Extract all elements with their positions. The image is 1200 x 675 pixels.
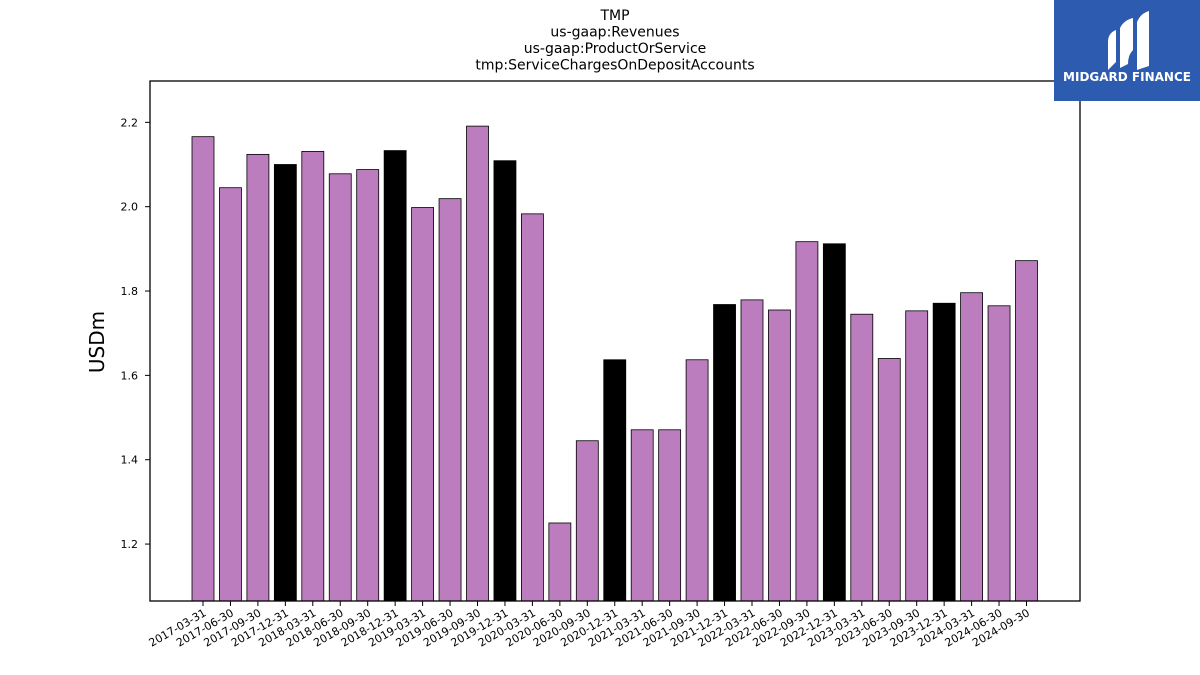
bar [740,299,764,602]
logo-text: MIDGARD FINANCE [1063,70,1191,84]
y-tick-label: 1.6 [121,369,139,382]
y-axis-label: USDm [85,311,109,373]
bar [438,198,462,602]
bar [877,358,901,602]
bar [603,359,627,602]
bar [301,151,325,602]
midgard-logo-icon [1108,11,1149,70]
bar [356,169,380,602]
bar [548,522,572,602]
bar [822,243,846,602]
title-line: tmp:ServiceChargesOnDepositAccounts [475,58,754,74]
bar [960,292,983,602]
bar [795,241,819,602]
bar [850,313,874,602]
y-tick-label: 2.2 [121,116,139,129]
bar [575,440,599,602]
bar [521,213,544,602]
bar [713,304,736,602]
bar [328,173,352,602]
y-axis: 1.2 1.4 1.6 1.8 2.0 2.2 [121,116,150,551]
y-tick-label: 1.2 [121,538,139,551]
plot-frame [149,80,1081,602]
bar [1015,260,1038,602]
bar [411,207,435,602]
bar [273,164,297,602]
bar [768,309,791,602]
bar [191,136,215,602]
bars-group [191,125,1038,602]
bar [658,429,682,602]
bar [630,429,654,602]
bar [219,187,242,602]
bar [383,150,407,602]
logo: MIDGARD FINANCE [1054,0,1200,101]
y-tick-label: 2.0 [121,201,139,214]
title-line: TMP [599,8,629,24]
x-axis: 2017-03-312017-06-302017-09-302017-12-31… [147,601,1032,650]
title-line: us-gaap:Revenues [550,25,679,41]
chart-title: TMPus-gaap:Revenuesus-gaap:ProductOrServ… [475,8,754,74]
bar [987,305,1011,602]
bar [493,160,517,602]
y-tick-label: 1.4 [121,454,139,467]
bar [932,302,956,602]
y-tick-label: 1.8 [121,285,139,298]
title-line: us-gaap:ProductOrService [524,41,707,57]
bar [905,310,929,602]
bar [466,125,489,602]
bar [685,359,709,602]
bar [246,153,270,602]
